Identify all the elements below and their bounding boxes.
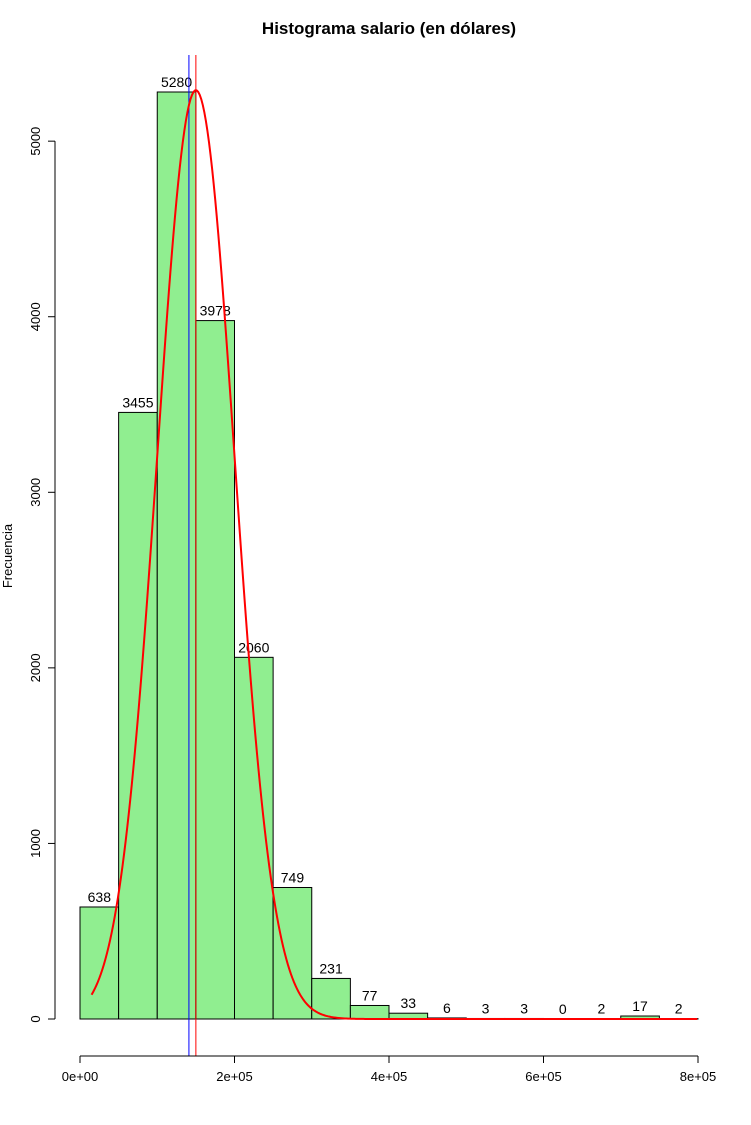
bar-value-label: 17 xyxy=(632,998,648,1014)
x-tick-label: 6e+05 xyxy=(525,1069,562,1084)
x-tick-label: 8e+05 xyxy=(680,1069,717,1084)
bar-value-label: 6 xyxy=(443,1000,451,1016)
y-tick-label: 2000 xyxy=(28,653,43,682)
bar-value-label: 3 xyxy=(482,1000,490,1016)
x-tick-label: 2e+05 xyxy=(216,1069,253,1084)
bar-value-label: 231 xyxy=(319,960,343,976)
y-axis: 0 1000 2000 3000 4000 5000 xyxy=(28,127,56,1023)
bar-value-label: 749 xyxy=(281,869,305,885)
histogram-bar xyxy=(156,91,197,1020)
y-axis-title: Frecuencia xyxy=(0,523,15,588)
density-curve xyxy=(90,89,698,1020)
chart-title: Histograma salario (en dólares) xyxy=(262,19,516,38)
y-tick-label: 3000 xyxy=(28,478,43,507)
reference-lines-group xyxy=(188,55,197,1056)
bar-value-label: 0 xyxy=(559,1001,567,1017)
x-axis: 0e+00 2e+05 4e+05 6e+05 8e+05 xyxy=(62,1055,717,1084)
bar-value-label: 2060 xyxy=(238,639,269,655)
bar-value-label: 2 xyxy=(598,1001,606,1017)
density-curve-group xyxy=(90,89,698,1020)
bar-value-label: 77 xyxy=(362,987,378,1003)
bar-value-label: 638 xyxy=(88,889,112,905)
histogram-bar xyxy=(349,1004,390,1020)
bar-value-label: 3 xyxy=(520,1000,528,1016)
x-tick-label: 0e+00 xyxy=(62,1069,99,1084)
y-tick-label: 0 xyxy=(28,1015,43,1022)
bar-value-label: 5280 xyxy=(161,74,192,90)
x-tick-label: 4e+05 xyxy=(371,1069,408,1084)
bar-value-label: 2 xyxy=(675,1001,683,1017)
bar-value-label: 3455 xyxy=(122,394,153,410)
y-tick-label: 5000 xyxy=(28,127,43,156)
histogram-bar xyxy=(195,320,235,1020)
bar-value-label: 3978 xyxy=(200,303,231,319)
y-tick-label: 1000 xyxy=(28,829,43,858)
histogram-bar xyxy=(272,886,313,1020)
y-tick-label: 4000 xyxy=(28,302,43,331)
bar-value-label: 33 xyxy=(401,995,417,1011)
